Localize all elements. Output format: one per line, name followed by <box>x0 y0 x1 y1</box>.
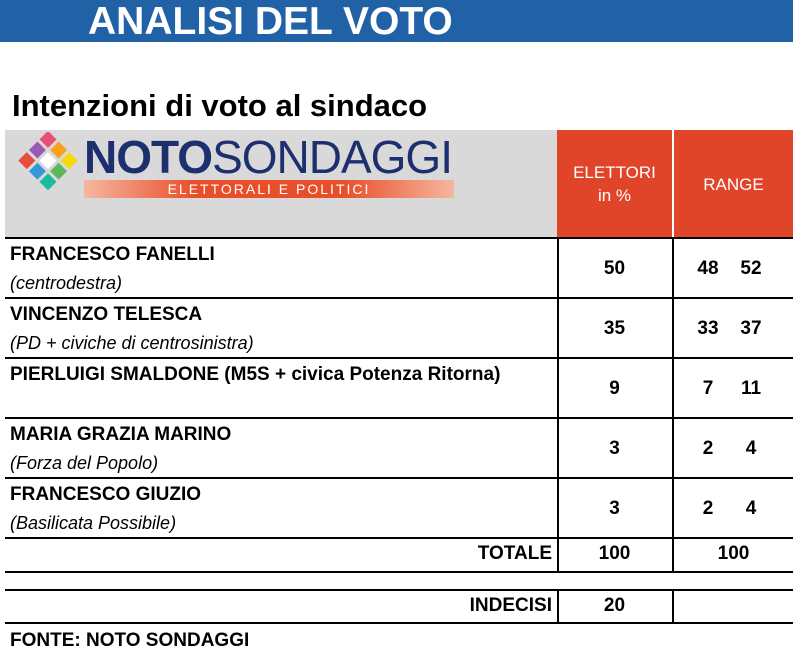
range-low: 33 <box>697 318 719 339</box>
candidate-name: FRANCESCO FANELLI <box>10 244 215 265</box>
candidate-name: PIERLUIGI SMALDONE (M5S + civica Potenza… <box>10 364 501 385</box>
column-header-line: in % <box>597 186 632 205</box>
range-high: 52 <box>740 258 762 279</box>
row-divider <box>5 417 793 419</box>
total-value: 100 <box>598 543 631 564</box>
logo-tagline: ELETTORALI E POLITICI <box>84 180 454 198</box>
range-low: 48 <box>697 258 719 279</box>
undecided-value: 20 <box>603 595 626 616</box>
row-divider <box>5 571 793 573</box>
candidate-name: MARIA GRAZIA MARINO <box>10 424 232 445</box>
candidate-party: (centrodestra) <box>10 273 123 293</box>
candidate-name: VINCENZO TELESCA <box>10 304 203 325</box>
total-label: TOTALE <box>477 543 552 564</box>
column-divider <box>557 238 559 572</box>
subtitle: Intenzioni di voto al sindaco <box>12 88 428 123</box>
row-divider <box>5 537 793 539</box>
vote-share: 3 <box>609 438 620 459</box>
vote-share: 9 <box>609 378 620 399</box>
candidate-party: (Forza del Popolo) <box>10 453 159 473</box>
brand-light: SONDAGGI <box>212 131 453 183</box>
source: FONTE: NOTO SONDAGGI <box>10 630 250 651</box>
row-divider <box>5 297 793 299</box>
row-divider <box>5 589 793 591</box>
row-divider <box>5 357 793 359</box>
range-high: 4 <box>745 438 757 459</box>
column-divider <box>557 590 559 622</box>
column-header-line: ELETTORI <box>573 163 656 182</box>
vote-share: 3 <box>609 498 620 519</box>
row-divider <box>5 237 793 239</box>
range-low: 2 <box>702 438 714 459</box>
brand-bold: NOTO <box>84 131 213 183</box>
logo-brand: NOTOSONDAGGI <box>84 131 453 183</box>
column-divider <box>672 590 674 622</box>
range-low: 2 <box>702 498 714 519</box>
column-header: ELETTORI in % <box>557 130 672 238</box>
logo-icon <box>18 132 78 191</box>
banner <box>0 0 793 42</box>
row-divider <box>5 477 793 479</box>
candidate-name: FRANCESCO GIUZIO <box>10 484 202 505</box>
column-header: RANGE <box>674 130 793 238</box>
candidate-party: (Basilicata Possibile) <box>10 513 177 533</box>
row-divider <box>5 622 793 624</box>
vote-share: 50 <box>603 258 626 279</box>
candidate-party: (PD + civiche di centrosinistra) <box>10 333 254 353</box>
column-divider <box>672 238 674 572</box>
undecided-label: INDECISI <box>469 595 552 616</box>
range-high: 4 <box>745 498 757 519</box>
total-range: 100 <box>717 543 750 564</box>
vote-share: 35 <box>603 318 626 339</box>
range-high: 11 <box>740 378 762 399</box>
page-title: ANALISI DEL VOTO <box>88 0 453 43</box>
range-low: 7 <box>702 378 714 399</box>
range-high: 37 <box>740 318 762 339</box>
divider <box>672 130 674 238</box>
